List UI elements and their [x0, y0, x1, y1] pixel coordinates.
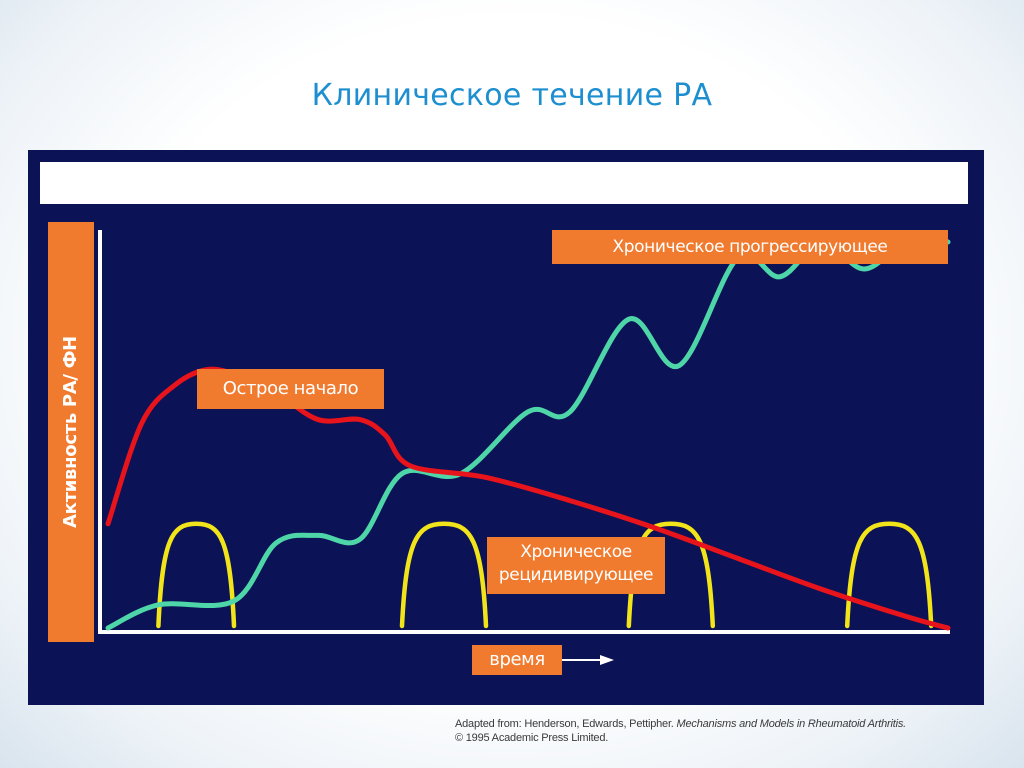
series-label-progressive: Хроническое прогрессирующее [552, 230, 948, 264]
y-axis-label: Активность РА/ ФН [60, 336, 81, 528]
series-relapsing-hump-2 [399, 521, 489, 629]
series-relapsing-hump-1 [156, 521, 237, 629]
caption-book-title: Mechanisms and Models in Rheumatoid Arth… [676, 718, 907, 730]
series-acute-line [105, 366, 951, 631]
caption-line-1: Adapted from: Henderson, Edwards, Pettip… [455, 717, 1020, 731]
series-relapsing-hump-4 [844, 521, 934, 629]
series-label-relapsing: Хроническое рецидивирующее [487, 537, 665, 594]
y-axis-label-box [48, 222, 94, 642]
x-axis-label: время [472, 645, 562, 675]
time-arrow-head [600, 655, 614, 665]
caption-line-2: © 1995 Academic Press Limited. [455, 732, 609, 744]
chart-top-bar [40, 162, 968, 204]
caption-authors: Adapted from: Henderson, Edwards, Pettip… [455, 718, 677, 730]
series-label-acute: Острое начало [197, 369, 384, 409]
source-caption: Adapted from: Henderson, Edwards, Pettip… [455, 717, 1020, 745]
axes [98, 230, 950, 665]
page-title: Клиническое течение РА [311, 78, 713, 113]
